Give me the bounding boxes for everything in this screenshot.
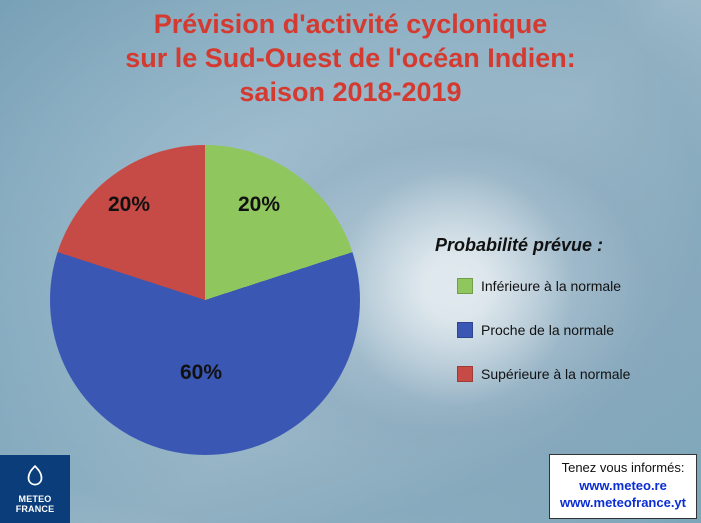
page-title: Prévision d'activité cyclonique sur le S…	[0, 8, 701, 109]
legend-item-0: Inférieure à la normale	[457, 278, 685, 294]
title-line-1: Prévision d'activité cyclonique	[0, 8, 701, 42]
legend-text-0: Inférieure à la normale	[481, 278, 621, 294]
title-line-2: sur le Sud-Ouest de l'océan Indien:	[0, 42, 701, 76]
info-lead: Tenez vous informés:	[560, 459, 686, 477]
info-link-1[interactable]: www.meteo.re	[579, 478, 667, 493]
title-line-3: saison 2018-2019	[0, 76, 701, 110]
pie-slice-label-2: 20%	[108, 193, 150, 217]
legend-text-1: Proche de la normale	[481, 322, 614, 338]
legend: Probabilité prévue : Inférieure à la nor…	[435, 235, 685, 410]
legend-text-2: Supérieure à la normale	[481, 366, 630, 382]
meteo-france-logo: METEO FRANCE	[0, 455, 70, 523]
logo-line-2: FRANCE	[16, 504, 55, 514]
pie-circle	[50, 145, 360, 455]
legend-swatch-1	[457, 322, 473, 338]
legend-title: Probabilité prévue :	[435, 235, 685, 256]
legend-swatch-0	[457, 278, 473, 294]
legend-item-1: Proche de la normale	[457, 322, 685, 338]
logo-line-1: METEO	[19, 494, 52, 504]
legend-item-2: Supérieure à la normale	[457, 366, 685, 382]
meteo-france-icon	[22, 464, 48, 490]
pie-slice-label-0: 20%	[238, 193, 280, 217]
info-box: Tenez vous informés: www.meteo.re www.me…	[549, 454, 697, 519]
info-link-2[interactable]: www.meteofrance.yt	[560, 495, 686, 510]
legend-swatch-2	[457, 366, 473, 382]
pie-chart: 20% 60% 20%	[50, 145, 360, 455]
pie-slice-label-1: 60%	[180, 361, 222, 385]
